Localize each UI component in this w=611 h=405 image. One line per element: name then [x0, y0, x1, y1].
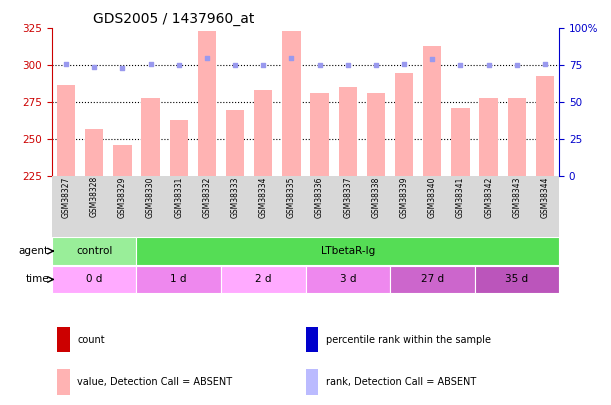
Text: 2 d: 2 d	[255, 275, 271, 284]
Point	[145, 61, 155, 67]
Bar	[136, 237, 559, 265]
Bar	[57, 85, 75, 176]
Bar	[367, 94, 385, 176]
Bar	[390, 266, 475, 293]
Text: 27 d: 27 d	[421, 275, 444, 284]
Point	[399, 61, 409, 67]
Point	[117, 65, 127, 72]
Bar	[136, 266, 221, 293]
Text: rank, Detection Call = ABSENT: rank, Detection Call = ABSENT	[326, 377, 476, 387]
Bar	[52, 266, 136, 293]
Point	[456, 62, 466, 68]
Text: LTbetaR-lg: LTbetaR-lg	[321, 246, 375, 256]
Bar	[475, 266, 559, 293]
Text: agent: agent	[19, 246, 49, 256]
Text: 0 d: 0 d	[86, 275, 103, 284]
Bar	[508, 98, 526, 176]
Point	[89, 64, 99, 70]
Point	[371, 62, 381, 68]
Bar	[52, 237, 136, 265]
Bar	[310, 94, 329, 176]
Bar	[85, 129, 103, 176]
Point	[174, 62, 184, 68]
Point	[343, 62, 353, 68]
Text: value, Detection Call = ABSENT: value, Detection Call = ABSENT	[78, 377, 232, 387]
Text: control: control	[76, 246, 112, 256]
Point	[484, 62, 494, 68]
Point	[61, 61, 71, 67]
Text: time: time	[25, 275, 49, 284]
Bar	[141, 98, 159, 176]
Point	[428, 56, 437, 63]
Bar	[198, 31, 216, 176]
Bar	[306, 369, 318, 395]
Bar	[536, 76, 554, 176]
Point	[258, 62, 268, 68]
Bar	[338, 87, 357, 176]
Bar	[57, 327, 70, 352]
Text: count: count	[78, 335, 105, 345]
Bar	[452, 108, 470, 176]
Bar	[480, 98, 498, 176]
Text: percentile rank within the sample: percentile rank within the sample	[326, 335, 491, 345]
Point	[540, 61, 550, 67]
Bar	[170, 120, 188, 176]
Bar	[306, 327, 318, 352]
Point	[287, 55, 296, 61]
Bar	[226, 110, 244, 176]
Bar	[113, 145, 131, 176]
Bar	[423, 46, 441, 176]
Text: 1 d: 1 d	[170, 275, 187, 284]
Point	[315, 62, 324, 68]
Bar	[306, 266, 390, 293]
Bar	[57, 369, 70, 395]
Point	[230, 62, 240, 68]
Bar	[282, 31, 301, 176]
Point	[512, 62, 522, 68]
Text: 3 d: 3 d	[340, 275, 356, 284]
Text: 35 d: 35 d	[505, 275, 529, 284]
Bar	[254, 90, 273, 176]
Point	[202, 55, 212, 61]
Bar	[395, 73, 413, 176]
Text: GDS2005 / 1437960_at: GDS2005 / 1437960_at	[92, 12, 254, 26]
Bar	[221, 266, 306, 293]
